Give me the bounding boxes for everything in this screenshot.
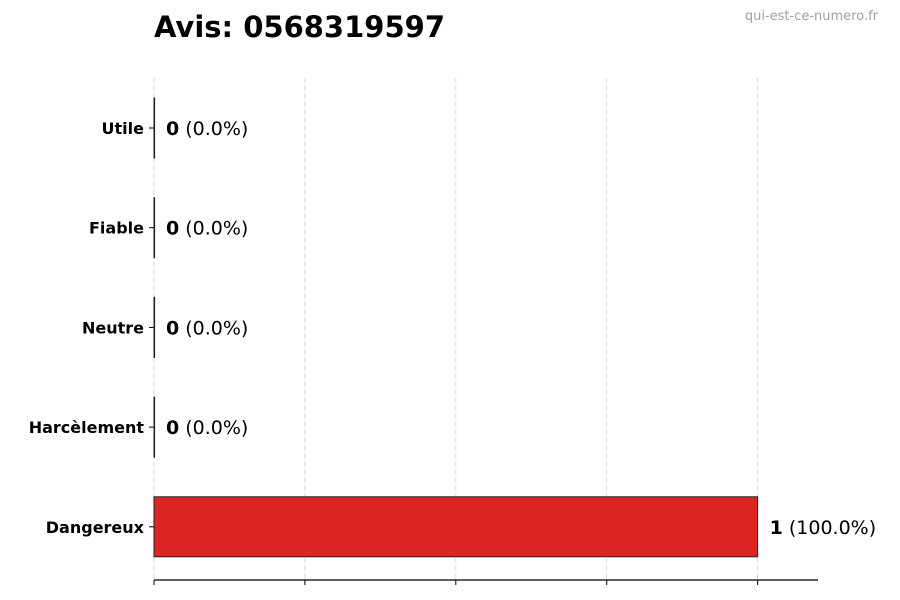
data-label: 0 (0.0%) xyxy=(166,218,248,240)
category-label: Fiable xyxy=(89,219,144,238)
bar xyxy=(153,296,156,358)
watermark: qui-est-ce-numero.fr xyxy=(744,9,878,24)
bar xyxy=(153,396,156,458)
chart-title: Avis: 0568319597 xyxy=(154,10,445,44)
value-label: 1 xyxy=(770,517,783,539)
value-label: 0 xyxy=(166,218,179,240)
data-label: 1 (100.0%) xyxy=(770,517,877,539)
category-label: Utile xyxy=(102,119,145,138)
category-label: Harcèlement xyxy=(29,418,145,437)
value-label: 0 xyxy=(166,417,179,439)
percent-label: (100.0%) xyxy=(789,517,876,539)
percent-label: (0.0%) xyxy=(185,118,248,140)
data-label: 0 (0.0%) xyxy=(166,317,248,339)
percent-label: (0.0%) xyxy=(185,417,248,439)
category-label: Neutre xyxy=(82,318,144,337)
percent-label: (0.0%) xyxy=(185,218,248,240)
bar xyxy=(153,197,156,259)
data-label: 0 (0.0%) xyxy=(166,417,248,439)
value-label: 0 xyxy=(166,317,179,339)
value-label: 0 xyxy=(166,118,179,140)
category-label: Dangereux xyxy=(46,518,145,537)
percent-label: (0.0%) xyxy=(185,317,248,339)
bar xyxy=(153,97,156,159)
data-label: 0 (0.0%) xyxy=(166,118,248,140)
bar xyxy=(153,496,759,558)
